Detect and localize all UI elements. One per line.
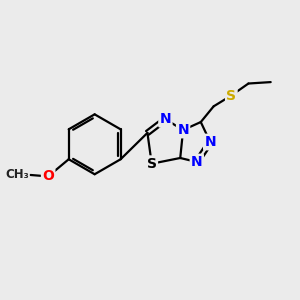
Text: S: S xyxy=(226,88,236,103)
Text: S: S xyxy=(147,157,157,171)
Text: O: O xyxy=(42,169,54,183)
Text: N: N xyxy=(204,135,216,149)
Text: CH₃: CH₃ xyxy=(5,169,29,182)
Text: N: N xyxy=(160,112,171,126)
Text: N: N xyxy=(191,155,202,169)
Text: N: N xyxy=(177,123,189,137)
